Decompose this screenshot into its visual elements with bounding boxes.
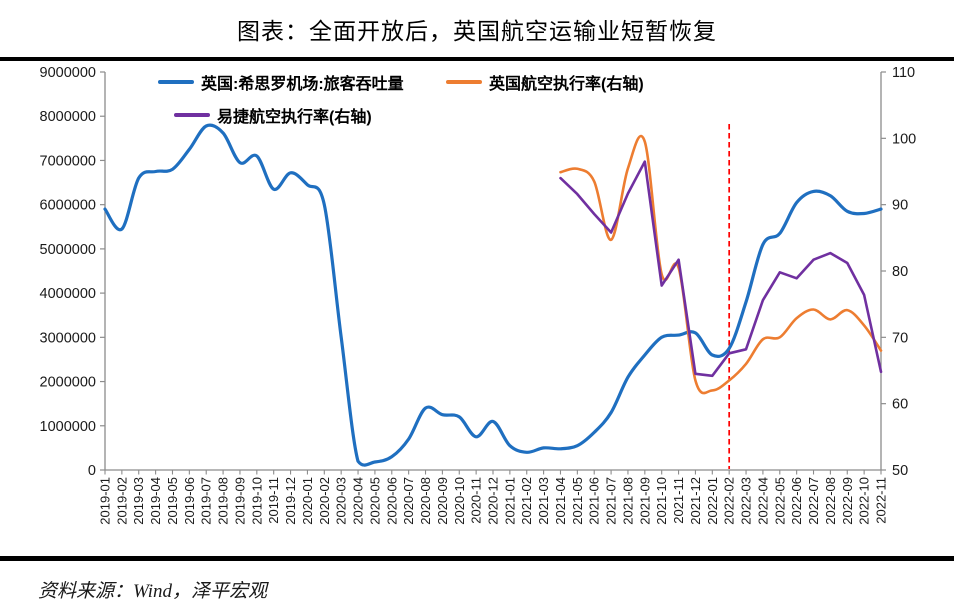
svg-text:2022-10: 2022-10 bbox=[857, 477, 872, 525]
page-title: 图表：全面开放后，英国航空运输业短暂恢复 bbox=[237, 19, 717, 44]
svg-text:2019-05: 2019-05 bbox=[165, 477, 180, 525]
svg-text:2019-02: 2019-02 bbox=[114, 477, 129, 525]
svg-text:2022-06: 2022-06 bbox=[789, 477, 804, 525]
svg-text:0: 0 bbox=[88, 463, 96, 479]
svg-text:2019-01: 2019-01 bbox=[98, 477, 113, 525]
svg-text:2021-12: 2021-12 bbox=[688, 477, 703, 525]
svg-text:2019-07: 2019-07 bbox=[199, 477, 214, 525]
svg-text:2020-11: 2020-11 bbox=[469, 477, 484, 524]
svg-text:2019-12: 2019-12 bbox=[283, 477, 298, 525]
svg-text:2020-07: 2020-07 bbox=[401, 477, 416, 525]
svg-text:2022-05: 2022-05 bbox=[772, 477, 787, 525]
svg-text:2022-07: 2022-07 bbox=[806, 477, 821, 525]
svg-text:110: 110 bbox=[892, 65, 915, 81]
legend-label-easyjet: 易捷航空执行率(右轴) bbox=[217, 109, 372, 126]
svg-text:2020-01: 2020-01 bbox=[300, 477, 315, 525]
svg-text:7000000: 7000000 bbox=[40, 153, 96, 169]
svg-text:2021-09: 2021-09 bbox=[637, 477, 652, 525]
svg-text:4000000: 4000000 bbox=[40, 286, 96, 302]
svg-text:2021-04: 2021-04 bbox=[553, 477, 568, 525]
svg-text:2019-09: 2019-09 bbox=[232, 477, 247, 525]
svg-text:2021-05: 2021-05 bbox=[570, 477, 585, 525]
svg-text:100: 100 bbox=[892, 131, 916, 147]
svg-text:2020-12: 2020-12 bbox=[486, 477, 501, 525]
svg-text:2020-05: 2020-05 bbox=[367, 477, 382, 525]
svg-text:2021-08: 2021-08 bbox=[620, 477, 635, 525]
svg-text:5000000: 5000000 bbox=[40, 242, 96, 258]
svg-text:2021-02: 2021-02 bbox=[519, 477, 534, 525]
svg-text:2021-10: 2021-10 bbox=[654, 477, 669, 525]
svg-text:2020-08: 2020-08 bbox=[418, 477, 433, 525]
svg-text:2021-11: 2021-11 bbox=[671, 477, 686, 524]
svg-text:70: 70 bbox=[892, 330, 908, 346]
svg-text:50: 50 bbox=[892, 463, 908, 479]
svg-text:9000000: 9000000 bbox=[40, 65, 96, 81]
svg-text:2020-09: 2020-09 bbox=[435, 477, 450, 525]
svg-text:2019-06: 2019-06 bbox=[182, 477, 197, 525]
svg-text:2019-11: 2019-11 bbox=[266, 477, 281, 524]
svg-text:2020-10: 2020-10 bbox=[452, 477, 467, 525]
svg-text:2020-06: 2020-06 bbox=[384, 477, 399, 525]
legend-item-heathrow: 英国:希思罗机场:旅客吞吐量 bbox=[158, 73, 404, 93]
svg-text:2022-09: 2022-09 bbox=[840, 477, 855, 525]
svg-text:2022-02: 2022-02 bbox=[722, 477, 737, 525]
svg-text:2021-06: 2021-06 bbox=[587, 477, 602, 525]
svg-text:2019-10: 2019-10 bbox=[249, 477, 264, 525]
svg-text:2022-03: 2022-03 bbox=[739, 477, 754, 525]
svg-text:2021-03: 2021-03 bbox=[536, 477, 551, 525]
svg-text:2019-03: 2019-03 bbox=[131, 477, 146, 525]
purple-line-swatch-icon bbox=[174, 113, 210, 117]
bottom-rule bbox=[0, 556, 954, 561]
source-note: 资料来源：Wind，泽平宏观 bbox=[38, 581, 268, 602]
svg-text:2019-08: 2019-08 bbox=[216, 477, 231, 525]
svg-text:60: 60 bbox=[892, 397, 908, 413]
svg-text:2020-02: 2020-02 bbox=[317, 477, 332, 525]
svg-text:2022-11: 2022-11 bbox=[874, 477, 889, 524]
svg-text:2022-04: 2022-04 bbox=[755, 477, 770, 525]
svg-text:6000000: 6000000 bbox=[40, 198, 96, 214]
svg-text:1000000: 1000000 bbox=[40, 419, 96, 435]
blue-line-swatch-icon bbox=[158, 80, 194, 84]
svg-text:8000000: 8000000 bbox=[40, 109, 96, 125]
svg-text:2021-01: 2021-01 bbox=[502, 477, 517, 525]
svg-text:2019-04: 2019-04 bbox=[148, 477, 163, 525]
svg-text:2022-08: 2022-08 bbox=[823, 477, 838, 525]
legend-item-british-airways: 英国航空执行率(右轴) bbox=[446, 73, 644, 93]
svg-text:2022-01: 2022-01 bbox=[705, 477, 720, 525]
top-rule bbox=[0, 57, 954, 61]
svg-text:3000000: 3000000 bbox=[40, 330, 96, 346]
svg-text:2020-04: 2020-04 bbox=[351, 477, 366, 525]
legend-label-heathrow: 英国:希思罗机场:旅客吞吐量 bbox=[201, 76, 404, 93]
legend-item-easyjet: 易捷航空执行率(右轴) bbox=[174, 106, 372, 126]
legend-label-british-airways: 英国航空执行率(右轴) bbox=[489, 76, 644, 93]
svg-text:90: 90 bbox=[892, 198, 908, 214]
svg-text:80: 80 bbox=[892, 264, 908, 280]
svg-text:2021-07: 2021-07 bbox=[604, 477, 619, 525]
svg-text:2000000: 2000000 bbox=[40, 375, 96, 391]
svg-text:2020-03: 2020-03 bbox=[334, 477, 349, 525]
orange-line-swatch-icon bbox=[446, 80, 482, 84]
